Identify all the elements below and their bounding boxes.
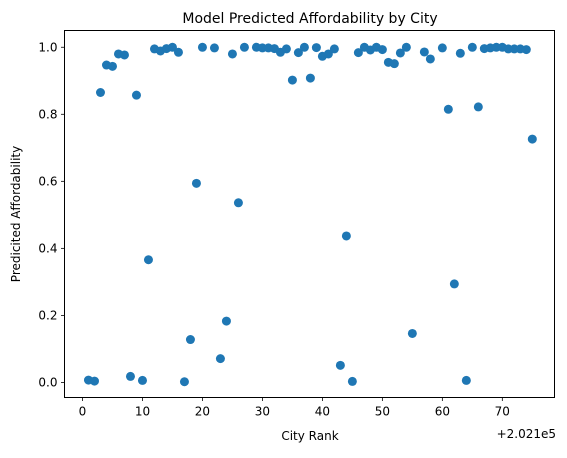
y-tick-label: 0.4 xyxy=(38,241,57,255)
data-points xyxy=(83,42,537,387)
data-point xyxy=(281,44,291,54)
y-tick-label: 1.0 xyxy=(38,40,57,54)
y-tick-label: 0.6 xyxy=(38,174,57,188)
data-point xyxy=(221,316,231,326)
data-point xyxy=(341,231,351,241)
data-point xyxy=(437,43,447,53)
data-point xyxy=(185,335,195,345)
data-point xyxy=(353,48,363,58)
data-point xyxy=(143,255,153,265)
x-tick-label: 30 xyxy=(255,405,270,419)
data-point xyxy=(443,104,453,114)
data-point xyxy=(455,48,465,58)
data-point xyxy=(311,43,321,53)
x-tick-label: 40 xyxy=(315,405,330,419)
data-point xyxy=(425,54,435,64)
data-point xyxy=(287,75,297,85)
data-point xyxy=(107,61,117,71)
y-tick-label: 0.8 xyxy=(38,107,57,121)
x-tick-label: 0 xyxy=(79,405,87,419)
data-point xyxy=(197,42,207,52)
data-point xyxy=(467,42,477,52)
x-tick-label: 50 xyxy=(375,405,390,419)
data-point xyxy=(137,375,147,385)
data-point xyxy=(419,47,429,57)
data-point xyxy=(305,73,315,83)
data-point xyxy=(95,88,105,98)
data-point xyxy=(233,198,243,208)
data-point xyxy=(473,102,483,112)
data-point xyxy=(389,59,399,69)
data-point xyxy=(407,328,417,338)
data-point xyxy=(179,377,189,387)
data-point xyxy=(461,375,471,385)
data-point xyxy=(293,48,303,58)
y-tick-label: 0.0 xyxy=(38,375,57,389)
data-point xyxy=(521,45,531,55)
data-point xyxy=(401,42,411,52)
data-point xyxy=(239,42,249,52)
data-point xyxy=(299,42,309,52)
data-point xyxy=(125,371,135,381)
data-point xyxy=(527,134,537,144)
data-point xyxy=(227,49,237,59)
data-point xyxy=(347,376,357,386)
y-axis-ticks: 0.0 0.2 0.4 0.6 0.8 1.0 xyxy=(38,40,65,389)
y-axis-label: Predicited Affordability xyxy=(9,146,23,282)
data-point xyxy=(209,43,219,53)
data-point xyxy=(323,49,333,59)
x-tick-label: 20 xyxy=(195,405,210,419)
data-point xyxy=(119,50,129,60)
data-point xyxy=(377,45,387,55)
chart-title: Model Predicted Affordability by City xyxy=(182,11,437,27)
data-point xyxy=(335,360,345,370)
x-tick-label: 60 xyxy=(435,405,450,419)
data-point xyxy=(131,90,141,100)
x-axis-ticks: 0 10 20 30 40 50 60 70 xyxy=(79,397,510,419)
data-point xyxy=(191,178,201,188)
data-point xyxy=(215,354,225,364)
data-point xyxy=(173,47,183,57)
x-tick-label: 10 xyxy=(135,405,150,419)
data-point xyxy=(449,279,459,289)
data-point xyxy=(89,376,99,386)
data-point xyxy=(395,48,405,58)
data-point xyxy=(167,42,177,52)
x-tick-label: 70 xyxy=(495,405,510,419)
y-tick-label: 0.2 xyxy=(38,308,57,322)
x-axis-label: City Rank xyxy=(281,429,338,443)
plot-frame xyxy=(64,30,555,398)
data-point xyxy=(329,44,339,54)
x-axis-offset-label: +2.021e5 xyxy=(497,427,556,441)
